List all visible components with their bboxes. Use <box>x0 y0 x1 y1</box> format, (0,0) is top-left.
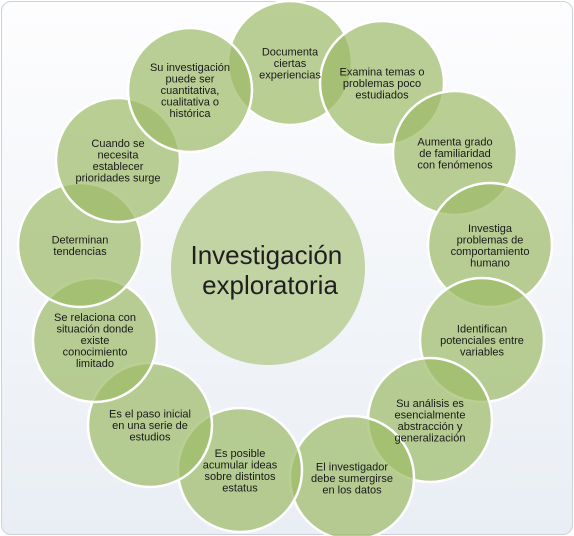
node-documenta-label-line: Documenta <box>262 47 319 59</box>
node-acumular-ideas-label-line: Es posible <box>215 448 266 460</box>
node-identifican-variables-label-line: Identifican <box>457 324 507 336</box>
node-determinan-tendencias-label-line: Determinan <box>52 234 109 246</box>
node-tipo-investigacion-label-line: histórica <box>170 108 212 120</box>
node-tipo-investigacion-circle <box>126 26 254 154</box>
node-determinan-tendencias-label-line: tendencias <box>53 246 107 258</box>
node-prioridades-label-line: Cuando se <box>91 138 144 150</box>
node-investigador-sumergirse-label: El investigador debe sumergirse en los dat… <box>311 462 393 497</box>
node-tipo-investigacion-label-line: puede ser <box>166 74 215 86</box>
nodes-layer <box>16 0 554 536</box>
node-investiga-problemas-label-line: comportamiento <box>451 246 530 258</box>
node-examina-temas-label: Examina temas o problemas poco estudiados <box>340 67 425 102</box>
node-acumular-ideas-label: Es posible acumular ideas sobre distintos e… <box>203 448 278 495</box>
node-acumular-ideas-label-line: sobre distintos <box>205 471 276 483</box>
node-aumenta-grado-label-line: de familiaridad <box>419 148 491 160</box>
node-investiga-problemas-label-line: humano <box>470 257 510 269</box>
node-tipo-investigacion-label-line: cuantitativa, <box>161 85 220 97</box>
node-su-analisis-label-line: generalización <box>395 432 466 444</box>
node-investiga-problemas-label-line: problemas de <box>457 234 524 246</box>
node-investigador-sumergirse-label-line: debe sumergirse <box>311 473 393 485</box>
node-determinan-tendencias-label: Determinan tendencias <box>52 234 109 258</box>
node-tipo-investigacion-label: Su investigación puede ser cuantitativa, cu… <box>150 62 230 120</box>
node-acumular-ideas-label-line: estatus <box>222 482 258 494</box>
node-examina-temas-label-line: problemas poco <box>343 78 421 90</box>
node-acumular-ideas-label-line: acumular ideas <box>203 459 278 471</box>
node-paso-inicial-label-line: estudios <box>130 432 171 444</box>
node-paso-inicial-label-line: en una serie de <box>112 420 188 432</box>
node-se-relaciona-label-line: Se relaciona con <box>54 312 136 324</box>
node-documenta-label-line: experiencias <box>259 70 321 82</box>
node-su-analisis-label-line: abstracción y <box>398 421 463 433</box>
center-title-line-2: exploratoria <box>202 270 338 300</box>
center-title: Investigación exploratoria <box>191 240 350 300</box>
node-investiga-problemas-label-line: Investiga <box>468 223 513 235</box>
node-se-relaciona-label: Se relaciona con situación donde existe con… <box>54 312 136 370</box>
node-documenta-label: Documenta ciertas experiencias <box>259 47 321 82</box>
center-title-line-1: Investigación <box>191 240 343 270</box>
node-su-analisis-label: Su análisis es esencialmente abstracción y… <box>395 398 466 445</box>
node-se-relaciona-label-line: conocimiento <box>63 347 128 359</box>
node-investigador-sumergirse-label-line: El investigador <box>316 462 388 474</box>
node-se-relaciona-label-line: situación donde <box>56 324 133 336</box>
node-documenta-label-line: ciertas <box>274 58 307 70</box>
labels-layer: Documenta ciertas experiencias Examina tema… <box>52 47 530 497</box>
node-identifican-variables-label-line: potenciales entre <box>440 335 524 347</box>
node-prioridades-label-line: necesita <box>98 149 140 161</box>
node-se-relaciona-label-line: limitado <box>76 358 114 370</box>
center-circle <box>171 171 365 365</box>
node-paso-inicial-label-line: Es el paso inicial <box>109 409 191 421</box>
node-investigador-sumergirse-label-line: en los datos <box>322 485 382 497</box>
node-aumenta-grado-label: Aumenta grado de familiaridad con fenómeno… <box>417 137 493 172</box>
node-tipo-investigacion-label-line: cualitativa o <box>161 97 219 109</box>
node-investiga-problemas-label: Investiga problemas de comportamiento human… <box>451 223 530 270</box>
node-prioridades-label: Cuando se necesita establecer prioridades s… <box>76 138 161 185</box>
node-aumenta-grado-label-line: Aumenta grado <box>417 137 492 149</box>
node-prioridades-label-line: prioridades surge <box>76 172 161 184</box>
node-tipo-investigacion-label-line: Su investigación <box>150 62 230 74</box>
node-examina-temas-label-line: Examina temas o <box>340 67 425 79</box>
node-su-analisis-label-line: esencialmente <box>395 409 466 421</box>
node-identifican-variables-label-line: variables <box>460 347 505 359</box>
node-paso-inicial-label: Es el paso inicial en una serie de estudio… <box>109 409 191 444</box>
node-se-relaciona-label-line: existe <box>81 335 110 347</box>
node-aumenta-grado-label-line: con fenómenos <box>417 160 493 172</box>
node-identifican-variables-label: Identifican potenciales entre variables <box>440 324 524 359</box>
node-su-analisis-label-line: Su análisis es <box>396 398 464 410</box>
node-examina-temas-label-line: estudiados <box>355 90 409 102</box>
node-prioridades-label-line: establecer <box>93 161 144 173</box>
